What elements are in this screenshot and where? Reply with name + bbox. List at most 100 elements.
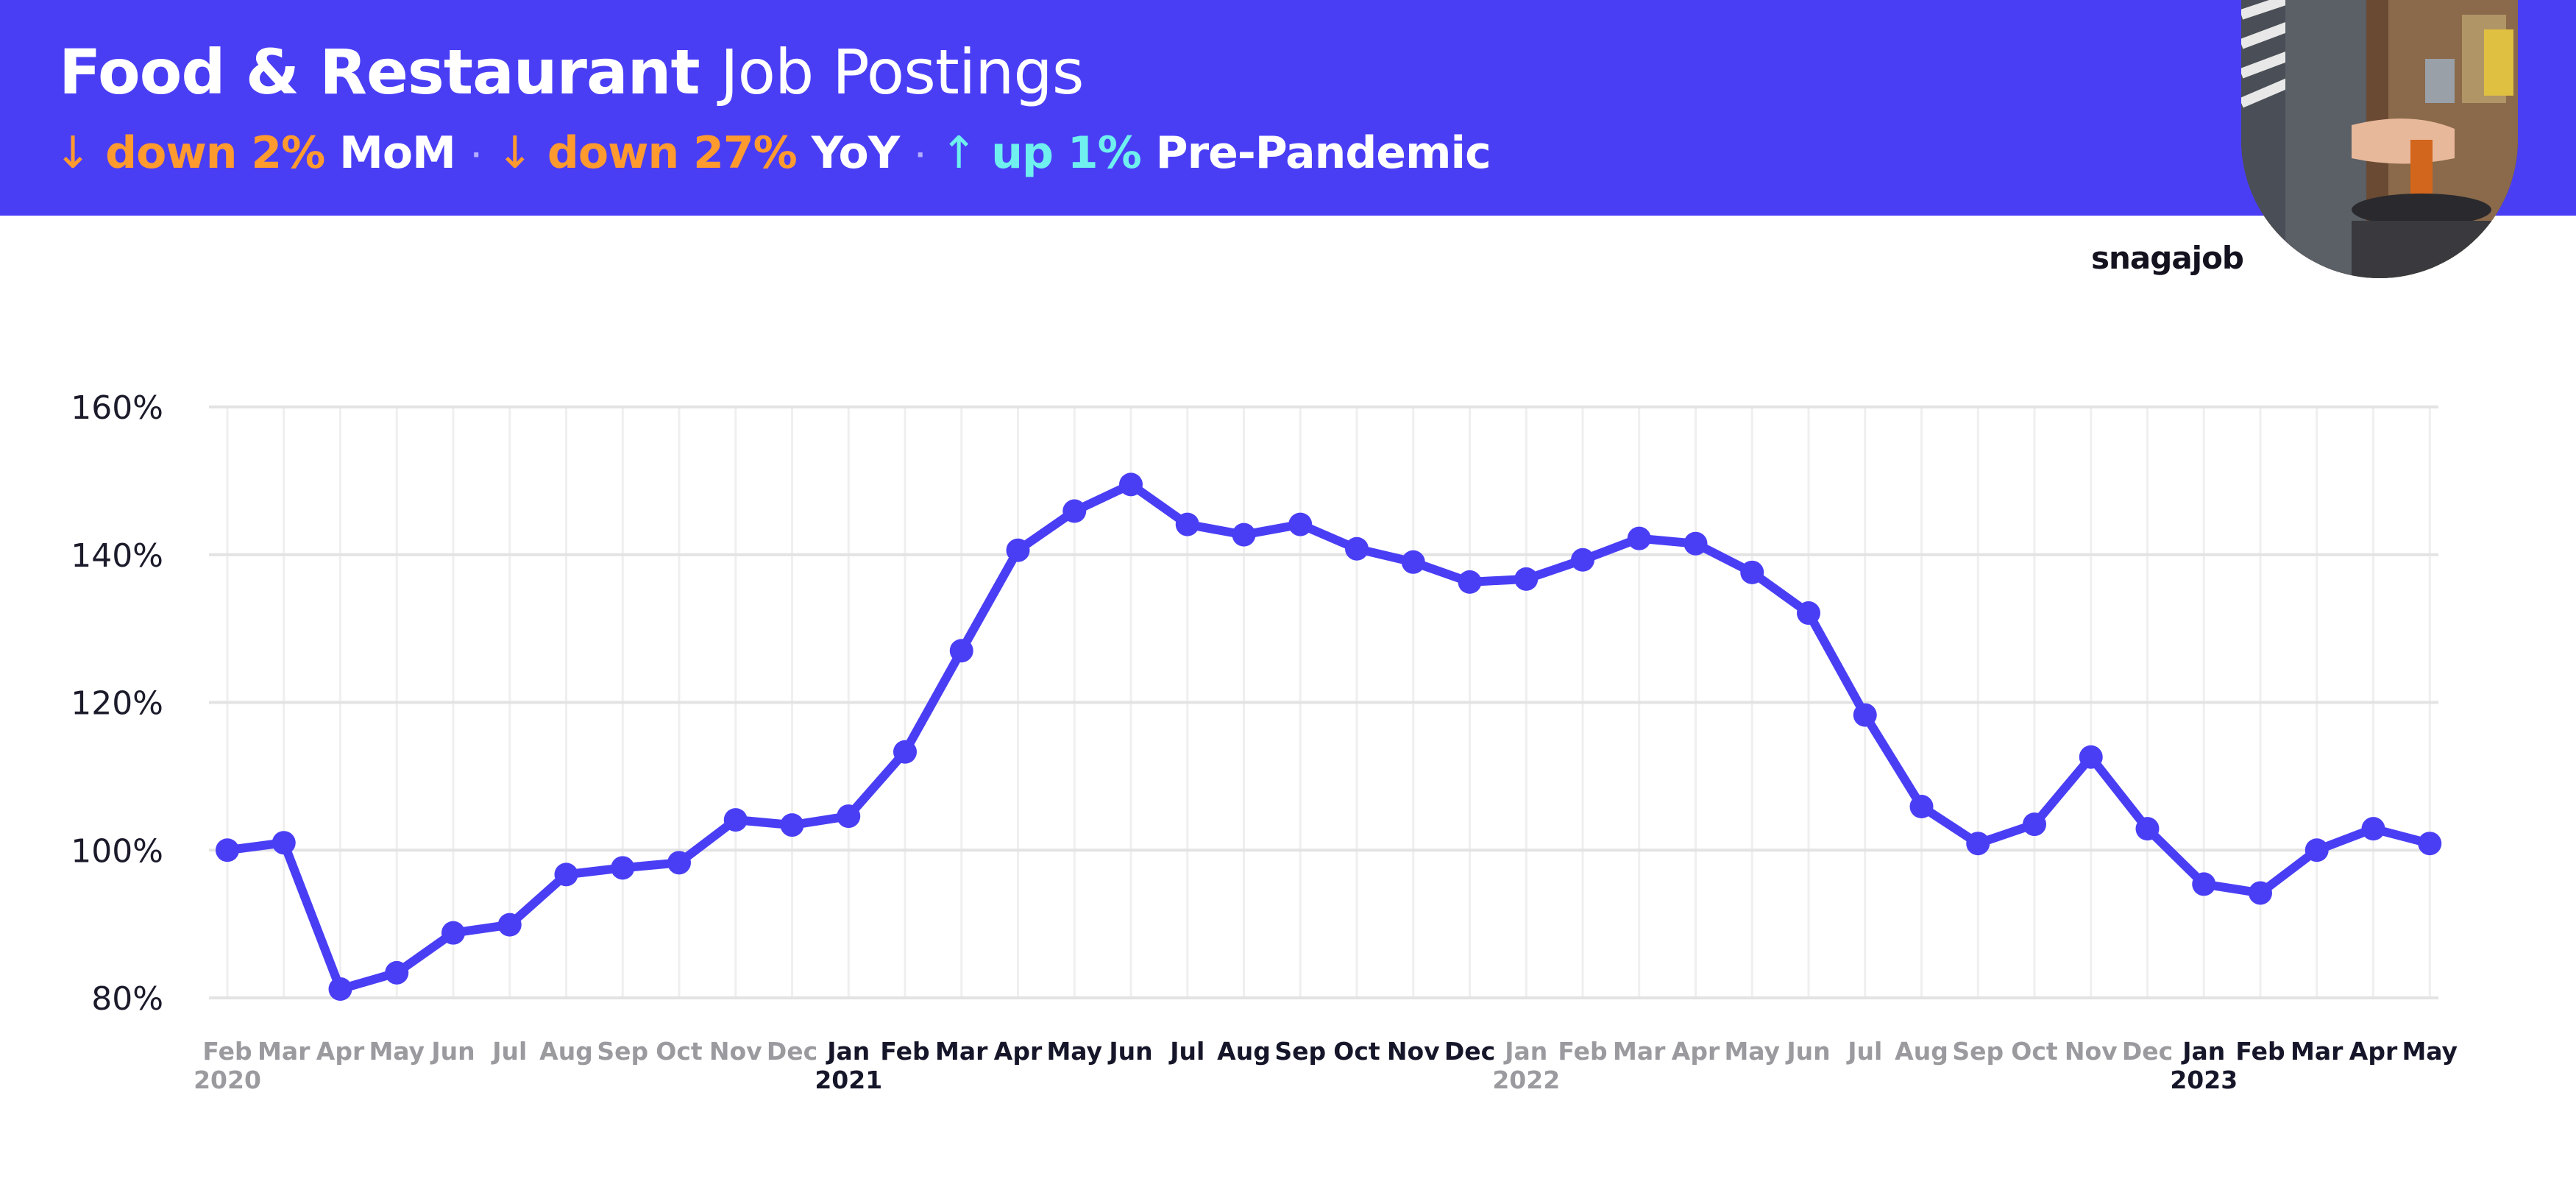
x-tick-label: Apr xyxy=(1672,1037,1720,1066)
x-tick-label: Jan xyxy=(1503,1037,1547,1066)
stat-prepandemic-change: up 1% xyxy=(991,127,1141,179)
separator-dot: · xyxy=(471,141,481,171)
x-tick-label: Feb xyxy=(1558,1037,1607,1066)
data-point xyxy=(1175,512,1199,536)
y-tick-label: 120% xyxy=(71,685,163,723)
up-arrow-icon: ↑ xyxy=(940,127,977,179)
x-tick-label: Apr xyxy=(316,1037,365,1066)
data-point xyxy=(1740,560,1764,584)
x-tick-label: Feb xyxy=(2235,1037,2285,1066)
y-tick-label: 100% xyxy=(71,832,163,870)
stats-line: ↓ down 2% MoM · ↓ down 27% YoY · ↑ up 1% Pre… xyxy=(54,122,1491,186)
stat-mom-label: MoM xyxy=(339,127,456,179)
data-point xyxy=(1401,550,1425,574)
data-point xyxy=(1797,601,1820,626)
x-axis: Feb Mar Apr May Jun Jul Aug Sep Oct Nov Dec Jan Feb M… xyxy=(194,1037,2458,1094)
x-year-label: 2020 xyxy=(194,1066,261,1094)
data-point xyxy=(1006,538,1030,562)
x-tick-label: Feb xyxy=(880,1037,929,1066)
x-tick-label: Apr xyxy=(2349,1037,2398,1066)
down-arrow-icon: ↓ xyxy=(54,127,91,179)
data-point xyxy=(1345,536,1369,561)
data-point xyxy=(611,856,635,880)
stat-prepandemic-label: Pre-Pandemic xyxy=(1155,127,1491,179)
x-tick-label: Nov xyxy=(1387,1037,1440,1066)
data-point xyxy=(554,862,578,887)
data-point xyxy=(2361,817,2385,841)
page-title: Food & Restaurant Job Postings xyxy=(59,31,1085,113)
y-tick-label: 80% xyxy=(91,980,163,1018)
data-point xyxy=(1232,522,1256,547)
brand-logo: snagajob xyxy=(2091,240,2244,276)
stat-prepandemic: ↑ up 1% Pre-Pandemic xyxy=(940,127,1491,179)
data-point xyxy=(2135,817,2160,841)
x-tick-label: Aug xyxy=(1895,1037,1948,1066)
x-tick-label: Mar xyxy=(258,1037,311,1066)
x-year-label: 2022 xyxy=(1492,1066,1560,1094)
data-point xyxy=(1853,703,1877,727)
data-point xyxy=(780,813,804,837)
data-point xyxy=(2023,812,2046,837)
x-tick-label: Sep xyxy=(1952,1037,2004,1066)
data-point xyxy=(723,808,748,832)
stat-yoy: ↓ down 27% YoY xyxy=(497,127,900,179)
data-point xyxy=(328,977,352,1001)
data-point xyxy=(1627,526,1651,550)
data-point xyxy=(837,804,861,829)
down-arrow-icon: ↓ xyxy=(496,127,533,179)
x-tick-label: Jun xyxy=(430,1037,475,1066)
data-point xyxy=(441,921,465,945)
x-tick-label: Feb xyxy=(202,1037,252,1066)
y-tick-label: 140% xyxy=(71,537,163,575)
x-tick-label: Mar xyxy=(935,1037,988,1066)
y-axis: 80% 100% 120% 140% 160% xyxy=(71,389,163,1018)
data-point xyxy=(667,851,691,875)
x-tick-label: Jul xyxy=(1846,1037,1882,1066)
data-point xyxy=(1909,795,1934,819)
x-tick-label: Aug xyxy=(539,1037,593,1066)
x-tick-label: Sep xyxy=(1274,1037,1326,1066)
data-point xyxy=(1119,472,1143,497)
x-tick-label: May xyxy=(1724,1037,1780,1066)
y-tick-label: 160% xyxy=(71,389,163,427)
stat-mom-change: down 2% xyxy=(105,127,325,179)
barista-photo xyxy=(2241,0,2518,278)
data-point xyxy=(949,639,973,663)
x-tick-label: Jan xyxy=(826,1037,870,1066)
x-tick-label: Jul xyxy=(491,1037,527,1066)
x-tick-label: Dec xyxy=(1444,1037,1495,1066)
x-tick-label: Jul xyxy=(1168,1037,1204,1066)
data-point xyxy=(1458,570,1482,594)
x-tick-label: May xyxy=(2402,1037,2458,1066)
x-tick-label: Jun xyxy=(1785,1037,1830,1066)
data-point xyxy=(497,913,522,937)
data-point xyxy=(2249,881,2272,905)
data-point xyxy=(2079,745,2103,769)
x-tick-label: Nov xyxy=(2065,1037,2118,1066)
data-point xyxy=(1683,531,1708,556)
title-light: Job Postings xyxy=(720,36,1085,108)
x-tick-label: May xyxy=(369,1037,425,1066)
stat-yoy-label: YoY xyxy=(811,127,901,179)
data-point xyxy=(2418,832,2442,856)
data-point xyxy=(216,838,239,862)
x-tick-label: Aug xyxy=(1217,1037,1271,1066)
x-tick-label: Oct xyxy=(1333,1037,1380,1066)
data-point xyxy=(2192,872,2216,896)
stat-mom: ↓ down 2% MoM xyxy=(54,127,456,179)
x-tick-label: Oct xyxy=(656,1037,703,1066)
x-tick-label: May xyxy=(1046,1037,1102,1066)
x-tick-label: Dec xyxy=(2122,1037,2173,1066)
x-tick-label: Jan xyxy=(2181,1037,2225,1066)
x-tick-label: Mar xyxy=(2291,1037,2343,1066)
header-banner: Food & Restaurant Job Postings ↓ down 2%… xyxy=(0,0,2576,216)
x-tick-label: Jun xyxy=(1107,1037,1152,1066)
x-tick-label: Mar xyxy=(1613,1037,1666,1066)
data-point xyxy=(1288,512,1313,536)
data-point xyxy=(1966,832,1990,856)
series-points xyxy=(216,472,2442,1001)
data-point xyxy=(893,740,917,764)
x-tick-label: Dec xyxy=(767,1037,817,1066)
data-point xyxy=(272,831,296,855)
